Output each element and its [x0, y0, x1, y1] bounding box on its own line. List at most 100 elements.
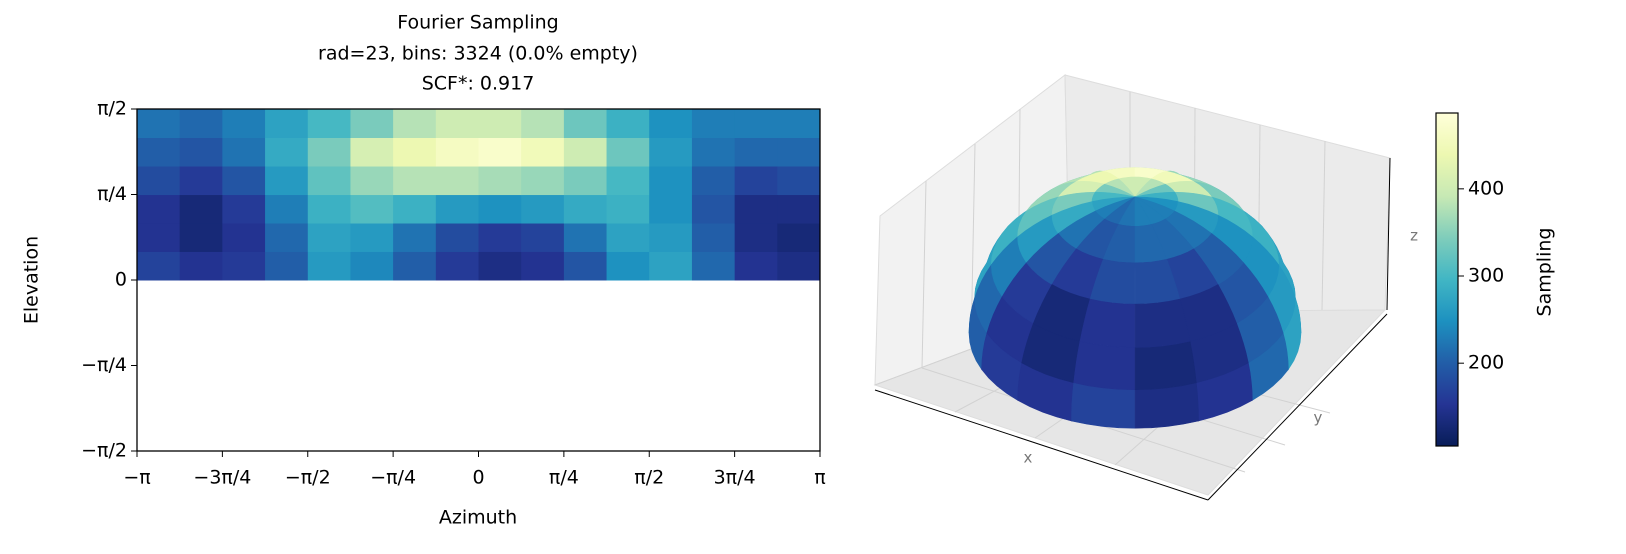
heatmap-cell	[606, 108, 650, 138]
y-axis-label: Elevation	[21, 236, 43, 324]
z-axis-label-3d: z	[1410, 227, 1418, 245]
colorbar	[1435, 112, 1459, 447]
heatmap-cell	[606, 223, 650, 252]
x-tick-label: π/4	[549, 467, 579, 489]
heatmap-cell	[777, 166, 821, 196]
heatmap-cell	[137, 137, 181, 167]
heatmap-cell	[393, 194, 437, 224]
heatmap-cell	[649, 194, 693, 224]
colorbar-tick-label: 200	[1468, 352, 1504, 374]
colorbar-label: Sampling	[1534, 228, 1556, 317]
y-axis-label-3d: y	[1314, 409, 1323, 427]
heatmap-cell	[734, 223, 778, 252]
y-axis	[1207, 313, 1388, 501]
heatmap-cell	[777, 251, 821, 281]
x-tick-label: −3π/4	[193, 467, 251, 489]
heatmap-cell	[691, 166, 736, 196]
hemisphere	[968, 167, 1302, 429]
x-tick-label: −π/2	[285, 467, 331, 489]
heatmap-cell	[478, 137, 522, 167]
heatmap-cell	[307, 194, 351, 224]
z-axis	[1386, 157, 1391, 311]
heatmap-cell	[563, 194, 608, 224]
heatmap-cell	[393, 223, 437, 252]
heatmap-cell	[649, 166, 693, 196]
heatmap-cell	[734, 251, 778, 281]
heatmap-cell	[179, 223, 223, 252]
chart-subtitle: SCF*: 0.917	[422, 73, 535, 95]
heatmap-cell	[435, 137, 479, 167]
heatmap-cell	[222, 137, 266, 167]
heatmap-cell	[307, 166, 351, 196]
heatmap-cell	[777, 194, 821, 224]
heatmap-cell	[563, 166, 608, 196]
heatmap-cell	[350, 137, 394, 167]
heatmap-cell	[307, 108, 351, 138]
y-tick-label: π/2	[97, 98, 127, 120]
heatmap-cell	[691, 251, 736, 281]
heatmap-cell	[137, 251, 181, 281]
heatmap-cell	[179, 251, 223, 281]
heatmap-cell	[649, 137, 693, 167]
heatmap-cell	[393, 137, 437, 167]
colorbar-tick-label: 300	[1468, 265, 1504, 287]
heatmap-cell	[179, 194, 223, 224]
heatmap-cell	[393, 166, 437, 196]
heatmap-cell	[478, 108, 522, 138]
heatmap-cell	[179, 137, 223, 167]
heatmap-cell	[179, 166, 223, 196]
x-tick-label: 0	[472, 467, 484, 489]
heatmap-cell	[435, 251, 479, 281]
heatmap-cell	[137, 194, 181, 224]
heatmap-cell	[435, 108, 479, 138]
heatmap-cell	[265, 108, 309, 138]
hemisphere-cell	[1079, 298, 1136, 348]
heatmap-cell	[691, 194, 736, 224]
heatmap-cell	[777, 223, 821, 252]
heatmap-cell	[222, 108, 266, 138]
heatmap-cell	[478, 194, 522, 224]
heatmap-cell	[265, 194, 309, 224]
x-axis-label-3d: x	[1024, 449, 1033, 467]
x-tick-label: −π	[123, 467, 150, 489]
chart-subtitle: rad=23, bins: 3324 (0.0% empty)	[318, 43, 638, 65]
heatmap-cell	[521, 108, 565, 138]
heatmap-cell	[435, 166, 479, 196]
heatmap-cell	[691, 108, 736, 138]
heatmap-cell	[521, 194, 565, 224]
heatmap-cell	[606, 166, 650, 196]
heatmap-cell	[265, 137, 309, 167]
heatmap-cell	[478, 166, 522, 196]
heatmap-cell	[478, 251, 522, 281]
hemisphere-cell	[1134, 340, 1197, 391]
heatmap-cell	[606, 137, 650, 167]
heatmap-cell	[563, 108, 608, 138]
colorbar-tick-label: 400	[1468, 177, 1504, 199]
hemisphere-cell	[1134, 298, 1191, 348]
heatmap-cell	[307, 251, 351, 281]
heatmap-cell	[137, 108, 181, 138]
heatmap-cell	[137, 166, 181, 196]
x-axis-label: Azimuth	[439, 507, 517, 529]
heatmap-cell	[563, 137, 608, 167]
chart-title: Fourier Sampling	[397, 12, 558, 34]
heatmap-cell	[734, 137, 778, 167]
heatmap	[137, 108, 821, 281]
heatmap-cell	[606, 251, 650, 281]
heatmap-cell	[649, 108, 693, 138]
heatmap-cell	[734, 166, 778, 196]
y-tick-label: −π/4	[81, 354, 127, 376]
heatmap-cell	[649, 251, 693, 281]
x-tick-label: π	[814, 467, 825, 489]
x-tick-label: π/2	[634, 467, 664, 489]
heatmap-cell	[307, 137, 351, 167]
y-tick-label: 0	[115, 269, 127, 291]
heatmap-cell	[265, 223, 309, 252]
heatmap-cell	[265, 251, 309, 281]
heatmap-cell	[307, 223, 351, 252]
heatmap-cell	[734, 108, 778, 138]
heatmap-cell	[393, 108, 437, 138]
heatmap-cell	[137, 223, 181, 252]
x-tick-label: 3π/4	[714, 467, 756, 489]
